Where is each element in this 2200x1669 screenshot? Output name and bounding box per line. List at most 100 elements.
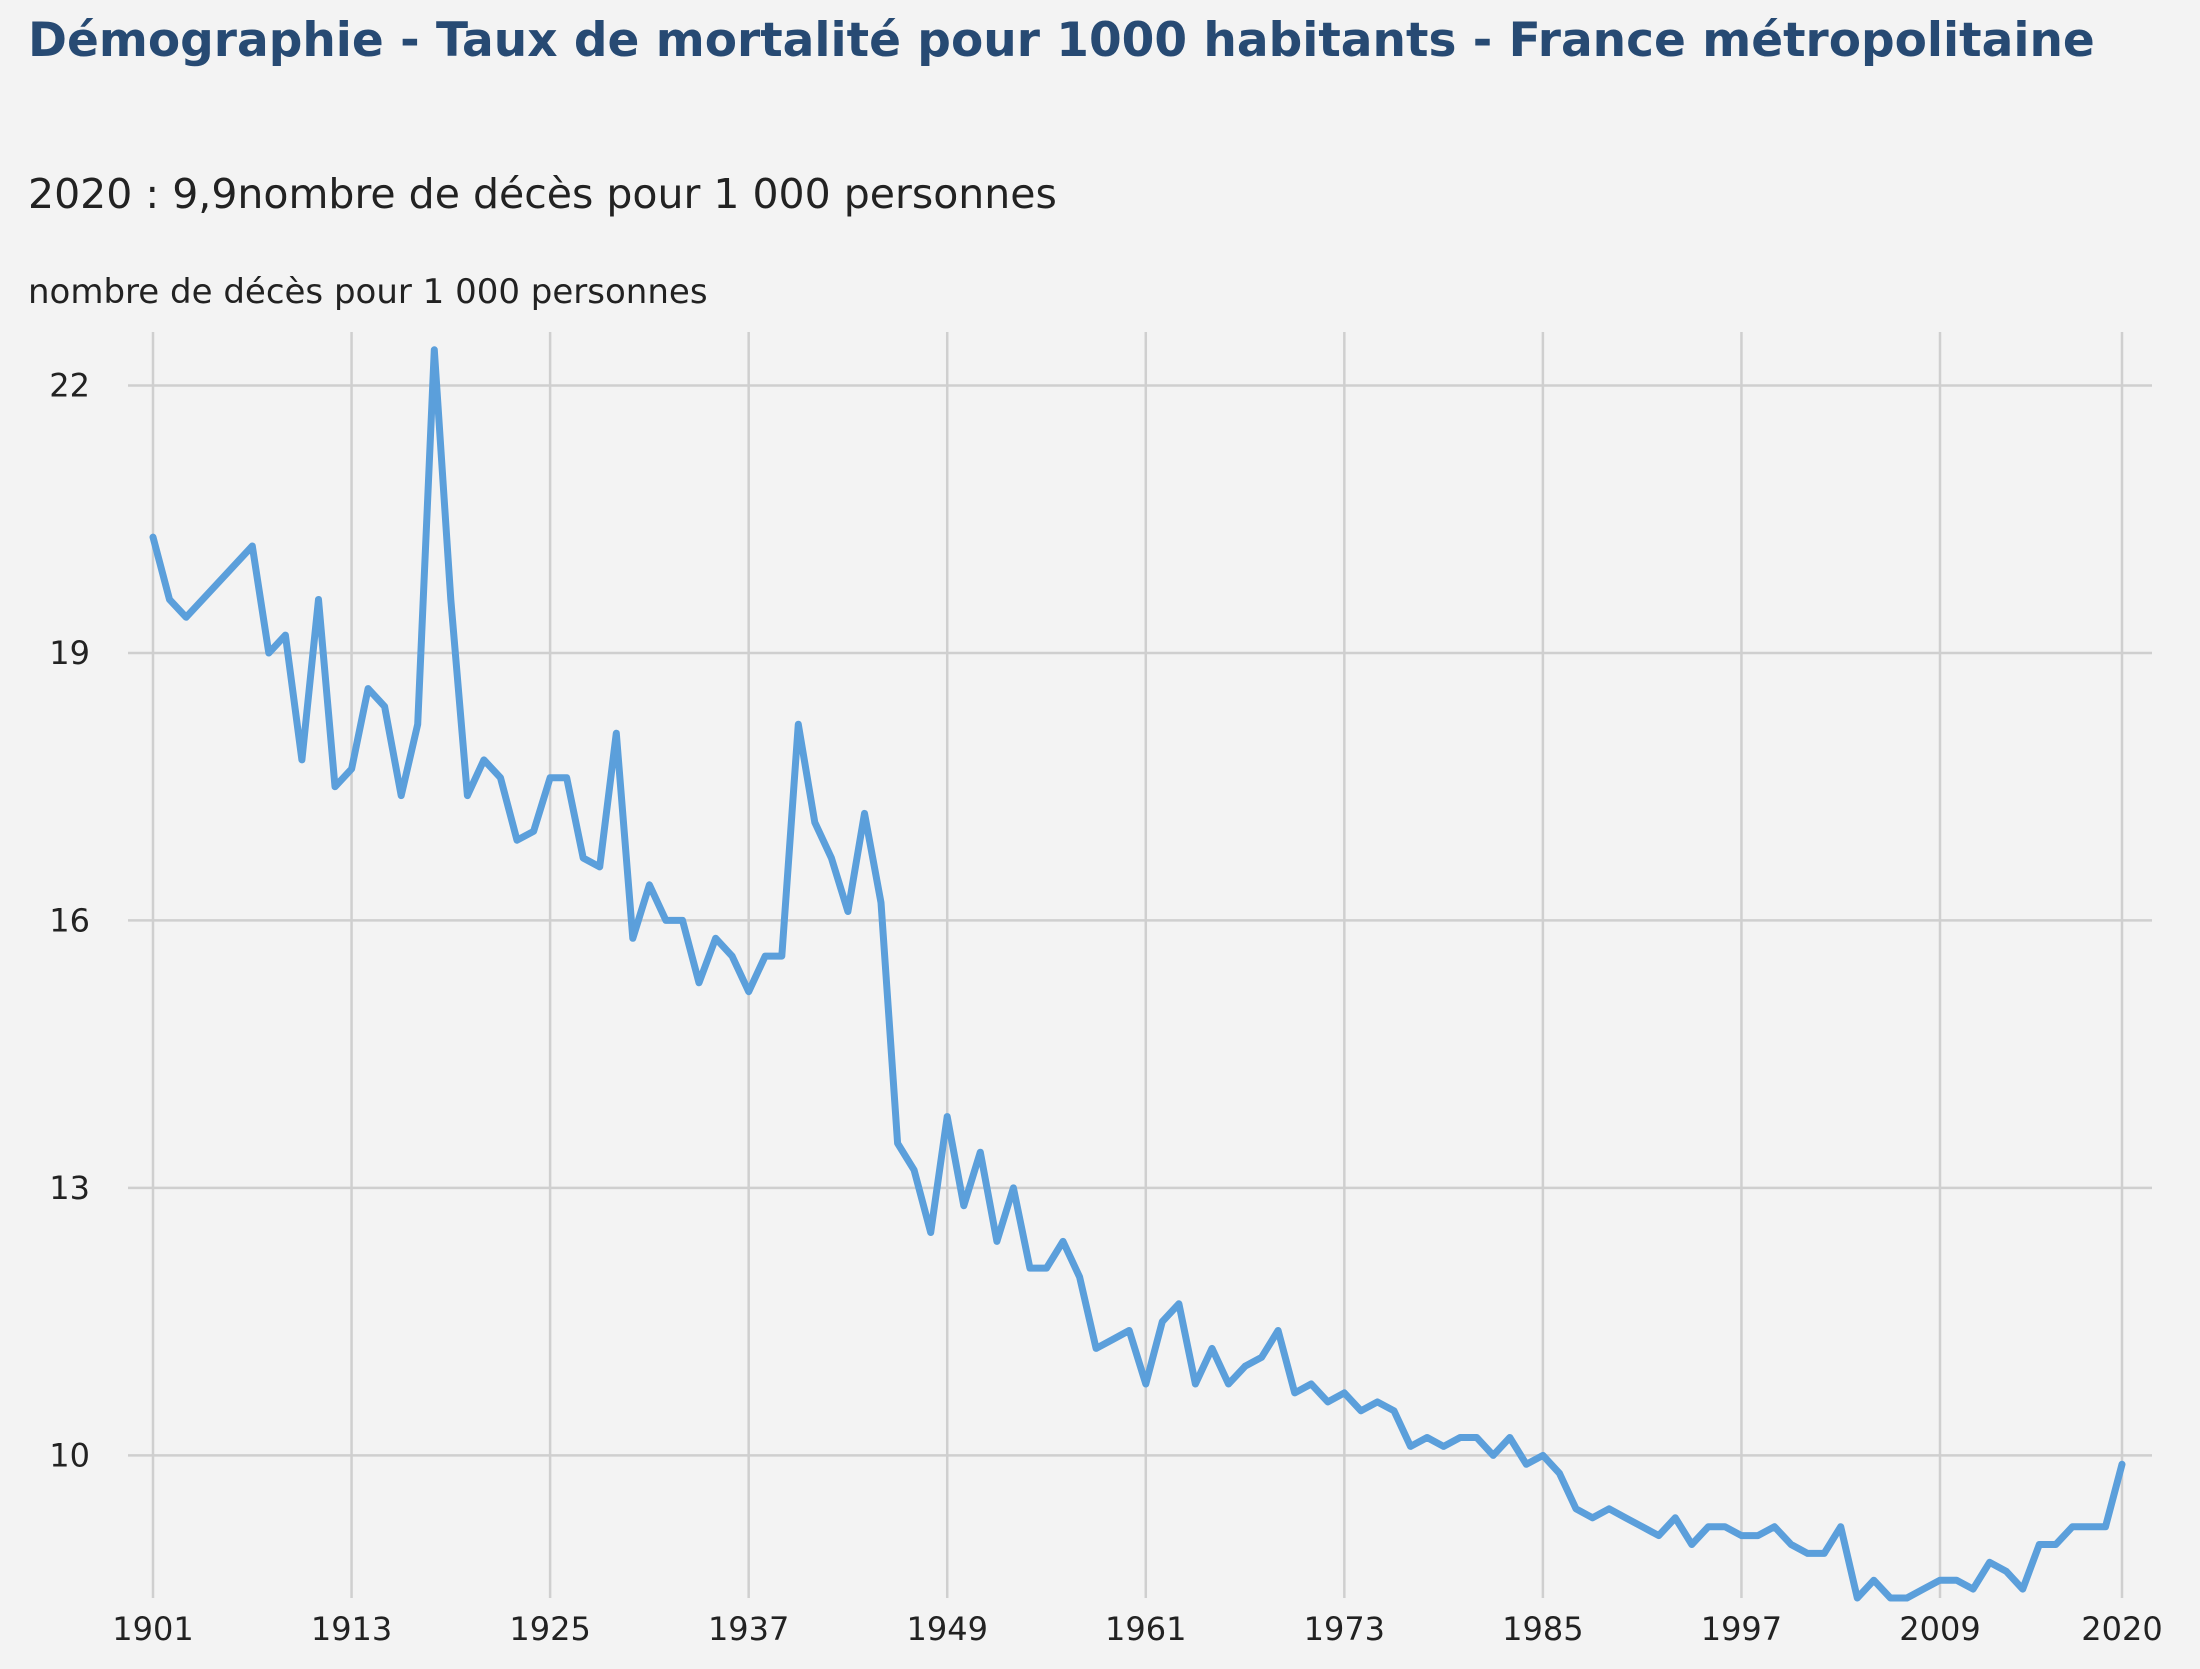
data-point [663, 917, 669, 923]
data-point [746, 989, 752, 995]
x-tick-label: 1973 [1304, 1610, 1385, 1648]
data-point [1358, 1408, 1364, 1414]
data-point [1854, 1595, 1860, 1601]
data-point [862, 810, 868, 816]
data-point [249, 543, 255, 549]
x-tick-label: 1925 [509, 1610, 590, 1648]
data-point [1077, 1274, 1083, 1280]
data-point [531, 828, 537, 834]
data-point [580, 855, 586, 861]
data-point [498, 775, 504, 781]
data-point [1126, 1328, 1132, 1334]
data-point [1341, 1390, 1347, 1396]
data-point [1010, 1185, 1016, 1191]
data-point [630, 935, 636, 941]
data-point [398, 793, 404, 799]
data-point [1805, 1550, 1811, 1556]
data-point [1788, 1542, 1794, 1548]
x-tick-label: 1997 [1701, 1610, 1782, 1648]
data-point [1143, 1381, 1149, 1387]
data-point [1987, 1559, 1993, 1565]
data-point [1656, 1533, 1662, 1539]
data-point [928, 1230, 934, 1236]
x-tick-labels: 1901 1913 1925 1937 1949 1961 1973 1985 1997 2009… [112, 1610, 2162, 1648]
data-point [1457, 1435, 1463, 1441]
data-point [365, 686, 371, 692]
data-point [1920, 1586, 1926, 1592]
data-point [597, 864, 603, 870]
data-point [1490, 1452, 1496, 1458]
data-point [2103, 1524, 2109, 1530]
data-point [1540, 1452, 1546, 1458]
data-point [1523, 1461, 1529, 1467]
data-point [646, 882, 652, 888]
data-point [1590, 1515, 1596, 1521]
y-gridlines [128, 384, 2152, 1457]
data-point [1954, 1577, 1960, 1583]
data-point [1441, 1443, 1447, 1449]
x-tick-label: 1913 [311, 1610, 392, 1648]
data-point [1325, 1399, 1331, 1405]
data-point [282, 632, 288, 638]
data-point [266, 650, 272, 656]
data-point [878, 900, 884, 906]
data-point [2119, 1461, 2125, 1467]
series-layer [149, 346, 2126, 1602]
data-point [316, 597, 322, 603]
data-point [762, 953, 768, 959]
data-point [1689, 1542, 1695, 1548]
data-point [845, 909, 851, 915]
data-point [1374, 1399, 1380, 1405]
data-point [2069, 1524, 2075, 1530]
y-tick-label: 13 [49, 1169, 90, 1207]
data-point [2053, 1542, 2059, 1548]
data-point [514, 837, 520, 843]
data-point [1110, 1337, 1116, 1343]
x-gridlines [151, 332, 2124, 1598]
x-tick-label: 1961 [1105, 1610, 1186, 1648]
data-point [299, 757, 305, 763]
data-point [1507, 1435, 1513, 1441]
data-point [1044, 1265, 1050, 1271]
data-point [2020, 1586, 2026, 1592]
data-point [977, 1149, 983, 1155]
data-point [1192, 1381, 1198, 1387]
data-point [795, 721, 801, 727]
data-point [1242, 1363, 1248, 1369]
data-point [1705, 1524, 1711, 1530]
data-point [150, 534, 156, 540]
data-point [1937, 1577, 1943, 1583]
x-tick-label: 2009 [1899, 1610, 1980, 1648]
data-point [1821, 1550, 1827, 1556]
data-point [961, 1203, 967, 1209]
data-point [1722, 1524, 1728, 1530]
data-point [729, 953, 735, 959]
data-point [2003, 1568, 2009, 1574]
x-tick-label: 1985 [1502, 1610, 1583, 1648]
data-point [1755, 1533, 1761, 1539]
data-point [1408, 1443, 1414, 1449]
data-point [696, 980, 702, 986]
y-tick-label: 10 [49, 1436, 90, 1474]
data-point [713, 935, 719, 941]
data-point [1209, 1345, 1215, 1351]
data-point [1159, 1319, 1165, 1325]
data-point [911, 1167, 917, 1173]
y-axis-label: nombre de décès pour 1 000 personnes [28, 272, 708, 312]
data-point [944, 1114, 950, 1120]
data-point [1871, 1577, 1877, 1583]
data-point [812, 819, 818, 825]
data-point [332, 784, 338, 790]
data-point [1474, 1435, 1480, 1441]
y-tick-label: 22 [49, 366, 90, 404]
data-point [448, 597, 454, 603]
data-point [1424, 1435, 1430, 1441]
data-point [1904, 1595, 1910, 1601]
data-point [1672, 1515, 1678, 1521]
data-point [1093, 1345, 1099, 1351]
data-point [1226, 1381, 1232, 1387]
y-tick-labels: 10 13 16 19 22 [49, 366, 90, 1474]
data-point [481, 757, 487, 763]
data-point [382, 704, 388, 710]
